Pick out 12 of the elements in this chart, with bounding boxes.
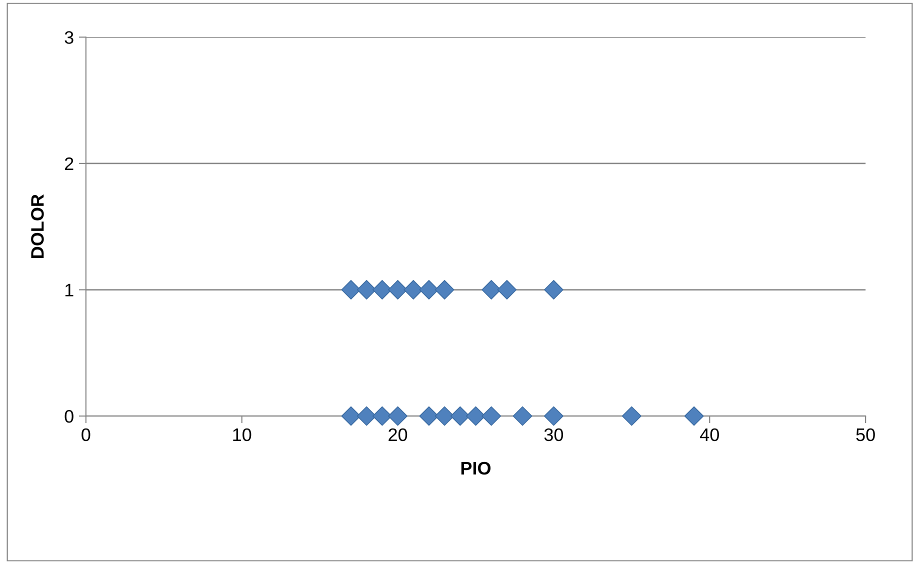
x-tick-label: 0 (82, 428, 90, 442)
x-tick-label: 50 (856, 428, 875, 442)
x-tick-label: 20 (388, 428, 408, 442)
y-tick-label: 0 (64, 410, 74, 423)
x-tick-label: 40 (700, 428, 719, 442)
x-tick-label: 30 (544, 428, 564, 442)
y-tick-label: 3 (64, 31, 74, 44)
y-axis-title: DOLOR (31, 194, 44, 258)
x-tick-label: 10 (233, 428, 252, 442)
x-axis-title: PIO (461, 462, 491, 475)
y-tick-label: 1 (65, 284, 74, 296)
y-tick-label: 2 (64, 157, 74, 170)
